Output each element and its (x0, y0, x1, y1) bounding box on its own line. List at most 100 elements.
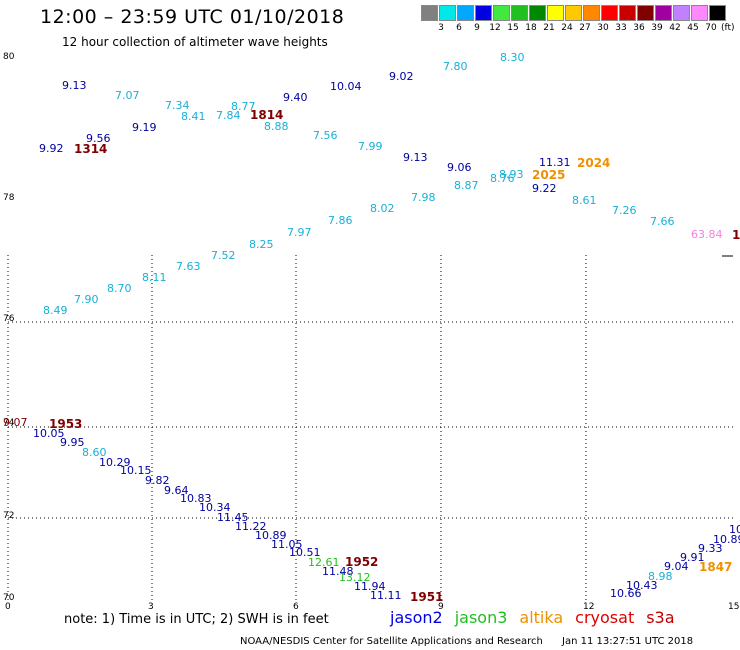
wave-height-value: 8.41 (181, 110, 206, 123)
pass-time-label: 1314 (74, 142, 107, 156)
wave-height-value: 11.05 (271, 538, 303, 551)
legend-swatch (493, 5, 510, 21)
legend-swatch (439, 5, 456, 21)
pass-time-labels: 1314 1814 2024 2025 1 1953 1952 1951 1847 (49, 108, 740, 604)
satellite-key: jason2 jason3 altika cryosat s3a (390, 608, 687, 627)
legend-swatch (421, 5, 438, 21)
wave-height-value: 11.94 (354, 580, 386, 593)
x-tick-label: 0 (5, 602, 11, 612)
legend-swatch (475, 5, 492, 21)
footnote: note: 1) Time is in UTC; 2) SWH is in fe… (64, 612, 329, 627)
legend-swatch (601, 5, 618, 21)
legend-label: 42 (669, 23, 681, 33)
wave-height-value: 9.91 (680, 551, 705, 564)
wave-height-value: 10.04 (330, 80, 362, 93)
legend-label: 9 (474, 23, 480, 33)
wave-height-value: 8.61 (572, 194, 597, 207)
legend-label: 24 (561, 23, 573, 33)
wave-height-value: 9.82 (145, 474, 170, 487)
pass-time-label: 1 (732, 228, 740, 242)
wave-height-value: 11.31 (539, 156, 571, 169)
pass-time-label: 1847 (699, 560, 732, 574)
wave-height-value: 8.76 (490, 172, 515, 185)
x-tick-label: 6 (293, 602, 299, 612)
map-subtitle: 12 hour collection of altimeter wave hei… (62, 35, 328, 49)
wave-height-value: 7.56 (313, 129, 338, 142)
map-title: 12:00 – 23:59 UTC 01/10/2018 (40, 6, 345, 28)
wave-height-value: 8.60 (82, 446, 107, 459)
legend-label: 45 (687, 23, 699, 33)
legend-swatch (655, 5, 672, 21)
pass-time-label: 2025 (532, 168, 565, 182)
wave-height-value: 11.45 (217, 511, 249, 524)
wave-height-value: 7.98 (411, 191, 436, 204)
wave-height-value: 9.19 (132, 121, 157, 134)
satellite-jason3: jason3 (454, 608, 508, 627)
wave-height-value: 7.90 (74, 293, 99, 306)
wave-height-value: 8.93 (499, 168, 524, 181)
legend-swatch (619, 5, 636, 21)
wave-height-value: 11.48 (322, 565, 354, 578)
wave-height-value: 8.49 (43, 304, 68, 317)
wave-height-value: 7.80 (443, 60, 468, 73)
legend-label: 27 (579, 23, 591, 33)
y-tick-label: 74 (3, 418, 15, 428)
y-tick-label: 78 (3, 193, 15, 203)
wave-height-value: 12.61 (308, 556, 340, 569)
wave-height-value: 8.77 (231, 100, 256, 113)
wave-height-value: 9.92 (39, 142, 64, 155)
pass-time-label: 2024 (577, 156, 610, 170)
legend-swatch (565, 5, 582, 21)
wave-height-value: 7.07 (115, 89, 140, 102)
y-tick-label: 70 (3, 593, 15, 603)
legend-label: 70 (705, 23, 717, 33)
wave-height-value: 9.64 (164, 484, 189, 497)
wave-height-value: 7.99 (358, 140, 383, 153)
satellite-jason2: jason2 (390, 608, 443, 627)
credit-org: NOAA/NESDIS Center for Satellite Applica… (240, 636, 543, 647)
legend-swatch (691, 5, 708, 21)
wave-height-value: 8.02 (370, 202, 395, 215)
wave-height-value: 10.29 (99, 456, 131, 469)
lat-lon-grid (7, 255, 735, 600)
legend-swatch (457, 5, 474, 21)
wave-height-value: 8.30 (500, 51, 525, 64)
legend-swatch (709, 5, 726, 21)
wave-height-value: 9.13 (62, 79, 87, 92)
credit-line: NOAA/NESDIS Center for Satellite Applica… (240, 636, 693, 647)
pass-time-label: 1814 (250, 108, 283, 122)
pass-time-label: 1953 (49, 417, 82, 431)
wave-height-value: 9.07 (3, 416, 28, 429)
wave-height-value: 9.04 (664, 560, 689, 573)
legend-label: 33 (615, 23, 627, 33)
wave-height-value: 10.43 (626, 579, 658, 592)
wave-height-value: 7.34 (165, 99, 190, 112)
satellite-cryosat: cryosat (575, 608, 635, 627)
wave-height-value: 10.51 (289, 546, 321, 559)
wave-height-value: 8.98 (648, 570, 673, 583)
wave-height-value: 9.95 (60, 436, 85, 449)
wave-height-value: 7.84 (216, 109, 241, 122)
legend-swatch (637, 5, 654, 21)
wave-height-value: 9.22 (532, 182, 557, 195)
wave-height-value: 8.11 (142, 271, 167, 284)
legend-label: 36 (633, 23, 645, 33)
wave-height-value: 7.63 (176, 260, 201, 273)
wave-height-value: 10.89 (255, 529, 287, 542)
legend-swatch (547, 5, 564, 21)
wave-height-value: 8.25 (249, 238, 274, 251)
wave-height-value: 7.52 (211, 249, 236, 262)
satellite-s3a: s3a (646, 608, 675, 627)
wave-height-value: 8.87 (454, 179, 479, 192)
legend-label: 18 (525, 23, 537, 33)
wave-height-value: 11.11 (370, 589, 402, 602)
legend-swatch (511, 5, 528, 21)
wave-height-value: 8.88 (264, 120, 289, 133)
pass-time-label: 1952 (345, 555, 378, 569)
satellite-altika: altika (519, 608, 564, 627)
legend-label: 3 (438, 23, 444, 33)
wave-height-value: 13.12 (339, 571, 371, 584)
legend-label: 6 (456, 23, 462, 33)
wave-height-value: 9.33 (698, 542, 723, 555)
